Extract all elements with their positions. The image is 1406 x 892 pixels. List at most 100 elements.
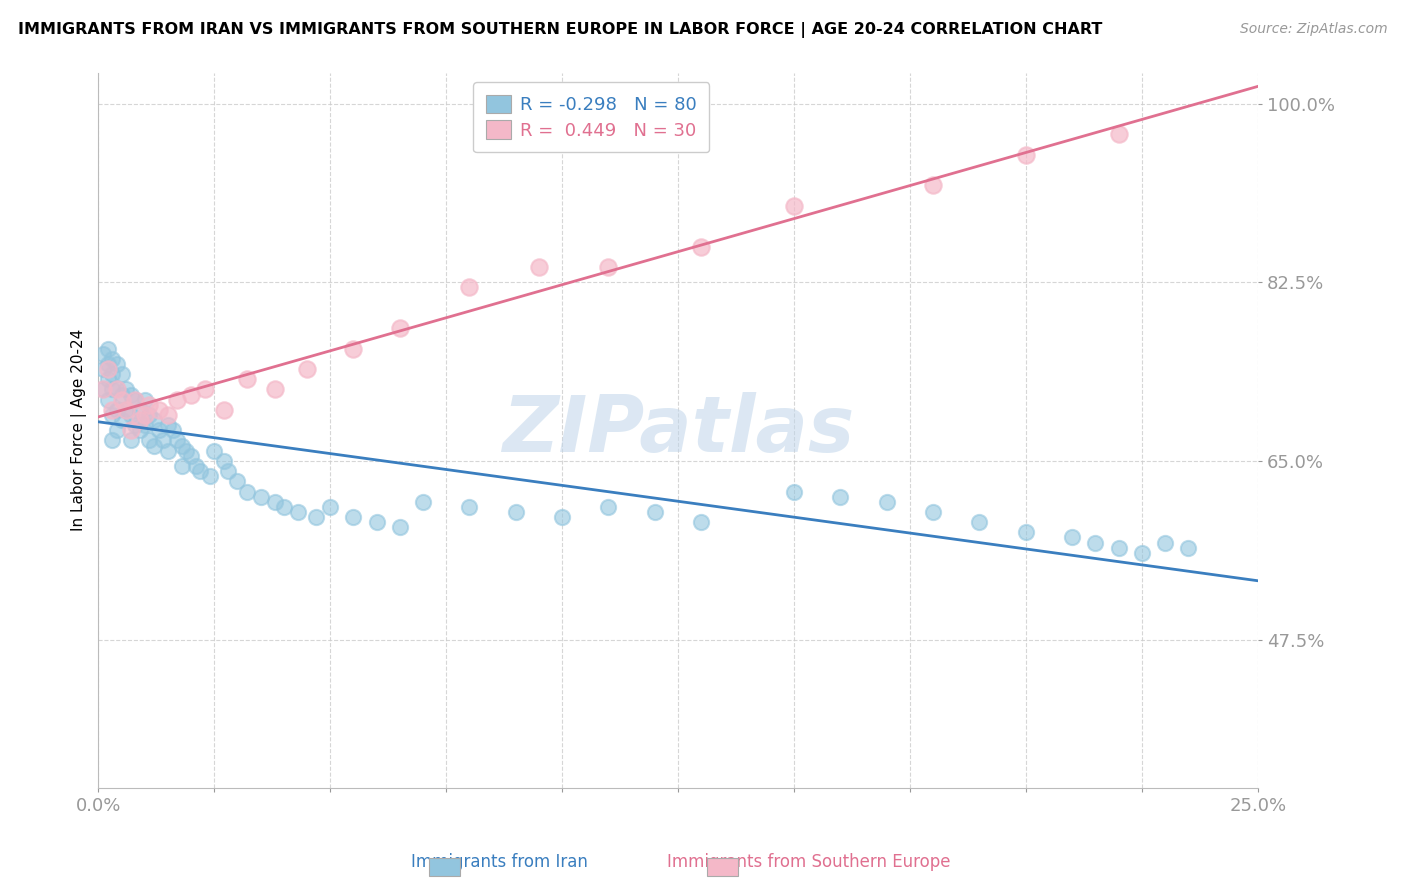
Point xyxy=(263,494,285,508)
Point xyxy=(105,357,128,371)
Point xyxy=(134,408,156,422)
Point xyxy=(97,342,120,356)
Point xyxy=(180,387,202,401)
Point xyxy=(101,351,124,366)
Point xyxy=(120,387,142,401)
Point xyxy=(110,367,132,381)
Point xyxy=(156,408,179,422)
Point xyxy=(124,418,146,433)
Point xyxy=(690,239,713,253)
Text: Immigrants from Southern Europe: Immigrants from Southern Europe xyxy=(666,853,950,871)
Point xyxy=(198,469,221,483)
Text: IMMIGRANTS FROM IRAN VS IMMIGRANTS FROM SOUTHERN EUROPE IN LABOR FORCE | AGE 20-: IMMIGRANTS FROM IRAN VS IMMIGRANTS FROM … xyxy=(18,22,1102,38)
Point xyxy=(235,484,257,499)
Point xyxy=(598,260,620,274)
Point xyxy=(184,458,207,473)
Point xyxy=(212,402,235,417)
Point xyxy=(388,321,411,335)
Point xyxy=(124,392,146,407)
Point xyxy=(412,494,434,508)
Point xyxy=(876,494,898,508)
Point xyxy=(105,383,128,397)
Point xyxy=(152,434,174,448)
Point xyxy=(1062,531,1084,545)
Point xyxy=(217,464,239,478)
Point xyxy=(148,423,170,437)
Point xyxy=(120,408,142,422)
Point xyxy=(598,500,620,514)
Point xyxy=(138,398,160,412)
Point xyxy=(194,383,217,397)
Point xyxy=(505,505,527,519)
Point xyxy=(129,402,152,417)
Point xyxy=(295,362,318,376)
Point xyxy=(143,439,166,453)
Point xyxy=(138,408,160,422)
Point xyxy=(922,505,945,519)
Point xyxy=(120,423,142,437)
Point xyxy=(527,260,550,274)
Point xyxy=(922,178,945,193)
Legend: R = -0.298   N = 80, R =  0.449   N = 30: R = -0.298 N = 80, R = 0.449 N = 30 xyxy=(472,82,709,153)
Point xyxy=(115,383,138,397)
Point xyxy=(273,500,295,514)
Point xyxy=(783,199,806,213)
Point xyxy=(1108,541,1130,555)
Point xyxy=(212,454,235,468)
Point xyxy=(170,439,193,453)
Point xyxy=(124,392,146,407)
Point xyxy=(783,484,806,499)
Point xyxy=(138,434,160,448)
Point xyxy=(91,383,114,397)
Point xyxy=(101,434,124,448)
Text: Source: ZipAtlas.com: Source: ZipAtlas.com xyxy=(1240,22,1388,37)
Point xyxy=(97,392,120,407)
Point xyxy=(202,443,225,458)
Point xyxy=(105,402,128,417)
Point xyxy=(97,362,120,376)
Point xyxy=(176,443,198,458)
Point xyxy=(1130,546,1153,560)
Point xyxy=(388,520,411,534)
Point xyxy=(458,500,481,514)
Point xyxy=(129,413,152,427)
Point xyxy=(263,383,285,397)
Point xyxy=(644,505,666,519)
Point xyxy=(156,443,179,458)
Point xyxy=(129,423,152,437)
Point xyxy=(305,510,328,524)
Point xyxy=(1177,541,1199,555)
Point xyxy=(91,362,114,376)
Point xyxy=(162,423,184,437)
Point xyxy=(319,500,342,514)
Point xyxy=(1015,525,1038,540)
Point xyxy=(91,347,114,361)
Point xyxy=(180,449,202,463)
Point xyxy=(366,515,388,529)
Text: Immigrants from Iran: Immigrants from Iran xyxy=(411,853,588,871)
Point xyxy=(1015,147,1038,161)
Point xyxy=(1084,535,1107,549)
Point xyxy=(105,423,128,437)
Point xyxy=(249,490,271,504)
Point xyxy=(342,342,364,356)
Point xyxy=(342,510,364,524)
Point xyxy=(101,367,124,381)
Point xyxy=(134,392,156,407)
Point xyxy=(134,418,156,433)
Point xyxy=(969,515,991,529)
Point xyxy=(1154,535,1177,549)
Point xyxy=(830,490,852,504)
Point xyxy=(190,464,212,478)
Point xyxy=(115,402,138,417)
Y-axis label: In Labor Force | Age 20-24: In Labor Force | Age 20-24 xyxy=(72,329,87,532)
Point xyxy=(101,383,124,397)
Point xyxy=(110,413,132,427)
Point xyxy=(120,434,142,448)
Point xyxy=(166,434,188,448)
Point xyxy=(235,372,257,386)
Point xyxy=(226,475,249,489)
Point xyxy=(1108,127,1130,141)
Point xyxy=(551,510,574,524)
Point xyxy=(97,357,120,371)
